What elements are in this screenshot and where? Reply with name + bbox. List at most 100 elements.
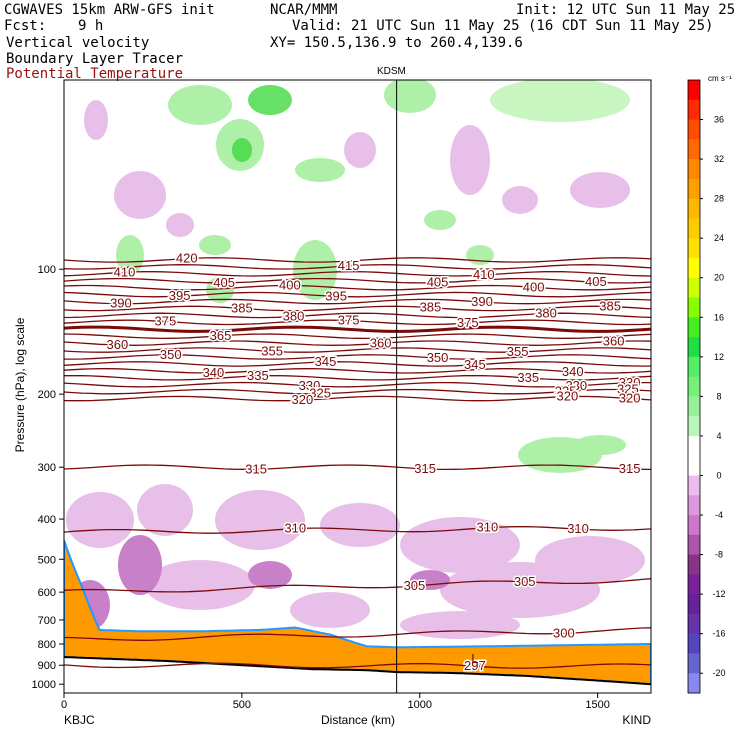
theta-contour-label: 310 <box>476 520 498 535</box>
theta-contour <box>64 264 651 270</box>
colorbar-band <box>688 198 700 219</box>
vertical-velocity-blob <box>293 240 337 300</box>
colorbar-band <box>688 337 700 358</box>
theta-contour-label: 400 <box>523 279 545 294</box>
colorbar-tick-label: 28 <box>714 194 724 204</box>
theta-contour-label: 385 <box>420 300 442 315</box>
terrain-outline <box>64 656 651 686</box>
y-axis-title: Pressure (hPa), log scale <box>13 317 27 452</box>
colorbar-tick-label: 20 <box>714 273 724 283</box>
theta-contour <box>64 325 651 333</box>
theta-contour-label: 305 <box>514 574 536 589</box>
colorbar-band <box>688 574 700 595</box>
colorbar-band <box>688 356 700 378</box>
theta-contour-label: 380 <box>283 309 305 324</box>
colorbar-tick-label: 32 <box>714 154 724 164</box>
vertical-velocity-blob <box>400 611 520 639</box>
vertical-velocity-blob <box>118 535 162 595</box>
colorbar-band <box>688 653 700 674</box>
theta-contour-label: 320 <box>557 389 579 404</box>
colorbar-band <box>688 495 700 516</box>
y-tick-label: 500 <box>38 554 56 566</box>
forecast-label: Fcst: <box>4 18 47 34</box>
vertical-velocity-blob <box>320 503 400 547</box>
colorbar-tick-label: 12 <box>714 352 724 362</box>
theta-contour-label: 390 <box>471 294 493 309</box>
y-tick-label: 700 <box>38 615 56 627</box>
theta-contour <box>64 319 651 326</box>
theta-contour-label: 365 <box>210 328 232 343</box>
theta-contour-label: 360 <box>603 333 625 348</box>
theta-contour-label: 345 <box>464 357 486 372</box>
theta-contour-label: 375 <box>155 314 177 329</box>
theta-contour <box>64 333 651 340</box>
theta-contour-label: 405 <box>427 275 449 290</box>
theta-contour-label: 400 <box>279 278 301 293</box>
y-tick-label: 800 <box>38 639 56 651</box>
colorbar-band <box>688 257 700 279</box>
theta-contour-label: 300 <box>553 625 575 640</box>
colorbar-band <box>688 159 700 180</box>
theta-contour-label: 360 <box>107 337 129 352</box>
theta-contour-label: 340 <box>562 364 584 379</box>
theta-contour <box>64 388 651 395</box>
theta-contour-label: 315 <box>619 461 641 476</box>
colorbar-tick-label: -12 <box>712 589 725 599</box>
vertical-velocity-blob <box>574 435 626 455</box>
colorbar-band <box>688 238 700 259</box>
y-tick-label: 900 <box>38 660 56 672</box>
organization: NCAR/MMM <box>270 2 338 18</box>
theta-contour-label: 340 <box>203 365 225 380</box>
terrain-area <box>64 657 651 693</box>
station-mid-label: KDSM <box>377 66 406 77</box>
colorbar-tick-label: -20 <box>712 668 725 678</box>
theta-contour <box>64 627 651 641</box>
init-time: Init: 12 UTC Sun 11 May 25 <box>516 2 736 18</box>
theta-contour-label: 410 <box>114 264 136 279</box>
vertical-velocity-blob <box>232 138 252 162</box>
colorbar-band <box>688 455 700 476</box>
vertical-velocity-blob <box>490 80 630 122</box>
vertical-velocity-blob <box>344 132 376 168</box>
theta-contour <box>64 340 651 346</box>
colorbar-tick-label: 8 <box>716 391 721 401</box>
theta-contour-label: 310 <box>284 521 306 536</box>
vertical-velocity-blob <box>248 85 292 115</box>
colorbar-band <box>688 119 700 140</box>
colorbar-band <box>688 613 700 635</box>
plot-frame <box>63 79 652 694</box>
colorbar-unit: cm s⁻¹ <box>708 74 732 83</box>
x-axis-title: Distance (km) <box>321 713 395 727</box>
theta-contour-label: 350 <box>427 350 449 365</box>
vertical-velocity-blob <box>137 484 193 536</box>
low-pressure-marker: L <box>471 651 478 666</box>
colorbar-tick-label: 0 <box>716 470 721 480</box>
theta-contour-label: 395 <box>325 288 347 303</box>
theta-contour <box>64 257 651 263</box>
y-tick-label: 1000 <box>32 679 56 691</box>
theta-contour <box>64 361 651 367</box>
theta-contour <box>64 312 651 319</box>
colorbar-band <box>688 277 700 299</box>
x-tick-label: 0 <box>61 699 67 711</box>
x-tick-label: 1000 <box>408 699 432 711</box>
colorbar-band <box>688 396 700 417</box>
theta-contour <box>64 284 651 291</box>
theta-contour <box>64 526 651 534</box>
vertical-velocity-blob <box>248 561 292 589</box>
vertical-velocity-blob <box>290 592 370 628</box>
y-tick-label: 100 <box>38 264 56 276</box>
model-title: CGWAVES 15km ARW-GFS init <box>4 2 215 18</box>
y-tick-label: 400 <box>38 514 56 526</box>
vertical-velocity-blob <box>166 213 194 237</box>
theta-contour-label: 405 <box>585 274 607 289</box>
vertical-velocity-blob <box>384 80 436 113</box>
theta-contour <box>64 578 651 593</box>
vertical-velocity-blob <box>145 560 255 610</box>
vertical-velocity-blob <box>424 210 456 230</box>
vertical-velocity-blob <box>199 235 231 255</box>
vertical-velocity-blob <box>295 158 345 182</box>
colorbar-band <box>688 594 700 615</box>
theta-contour-label: 355 <box>261 343 283 358</box>
theta-contour-label: 325 <box>617 382 639 397</box>
